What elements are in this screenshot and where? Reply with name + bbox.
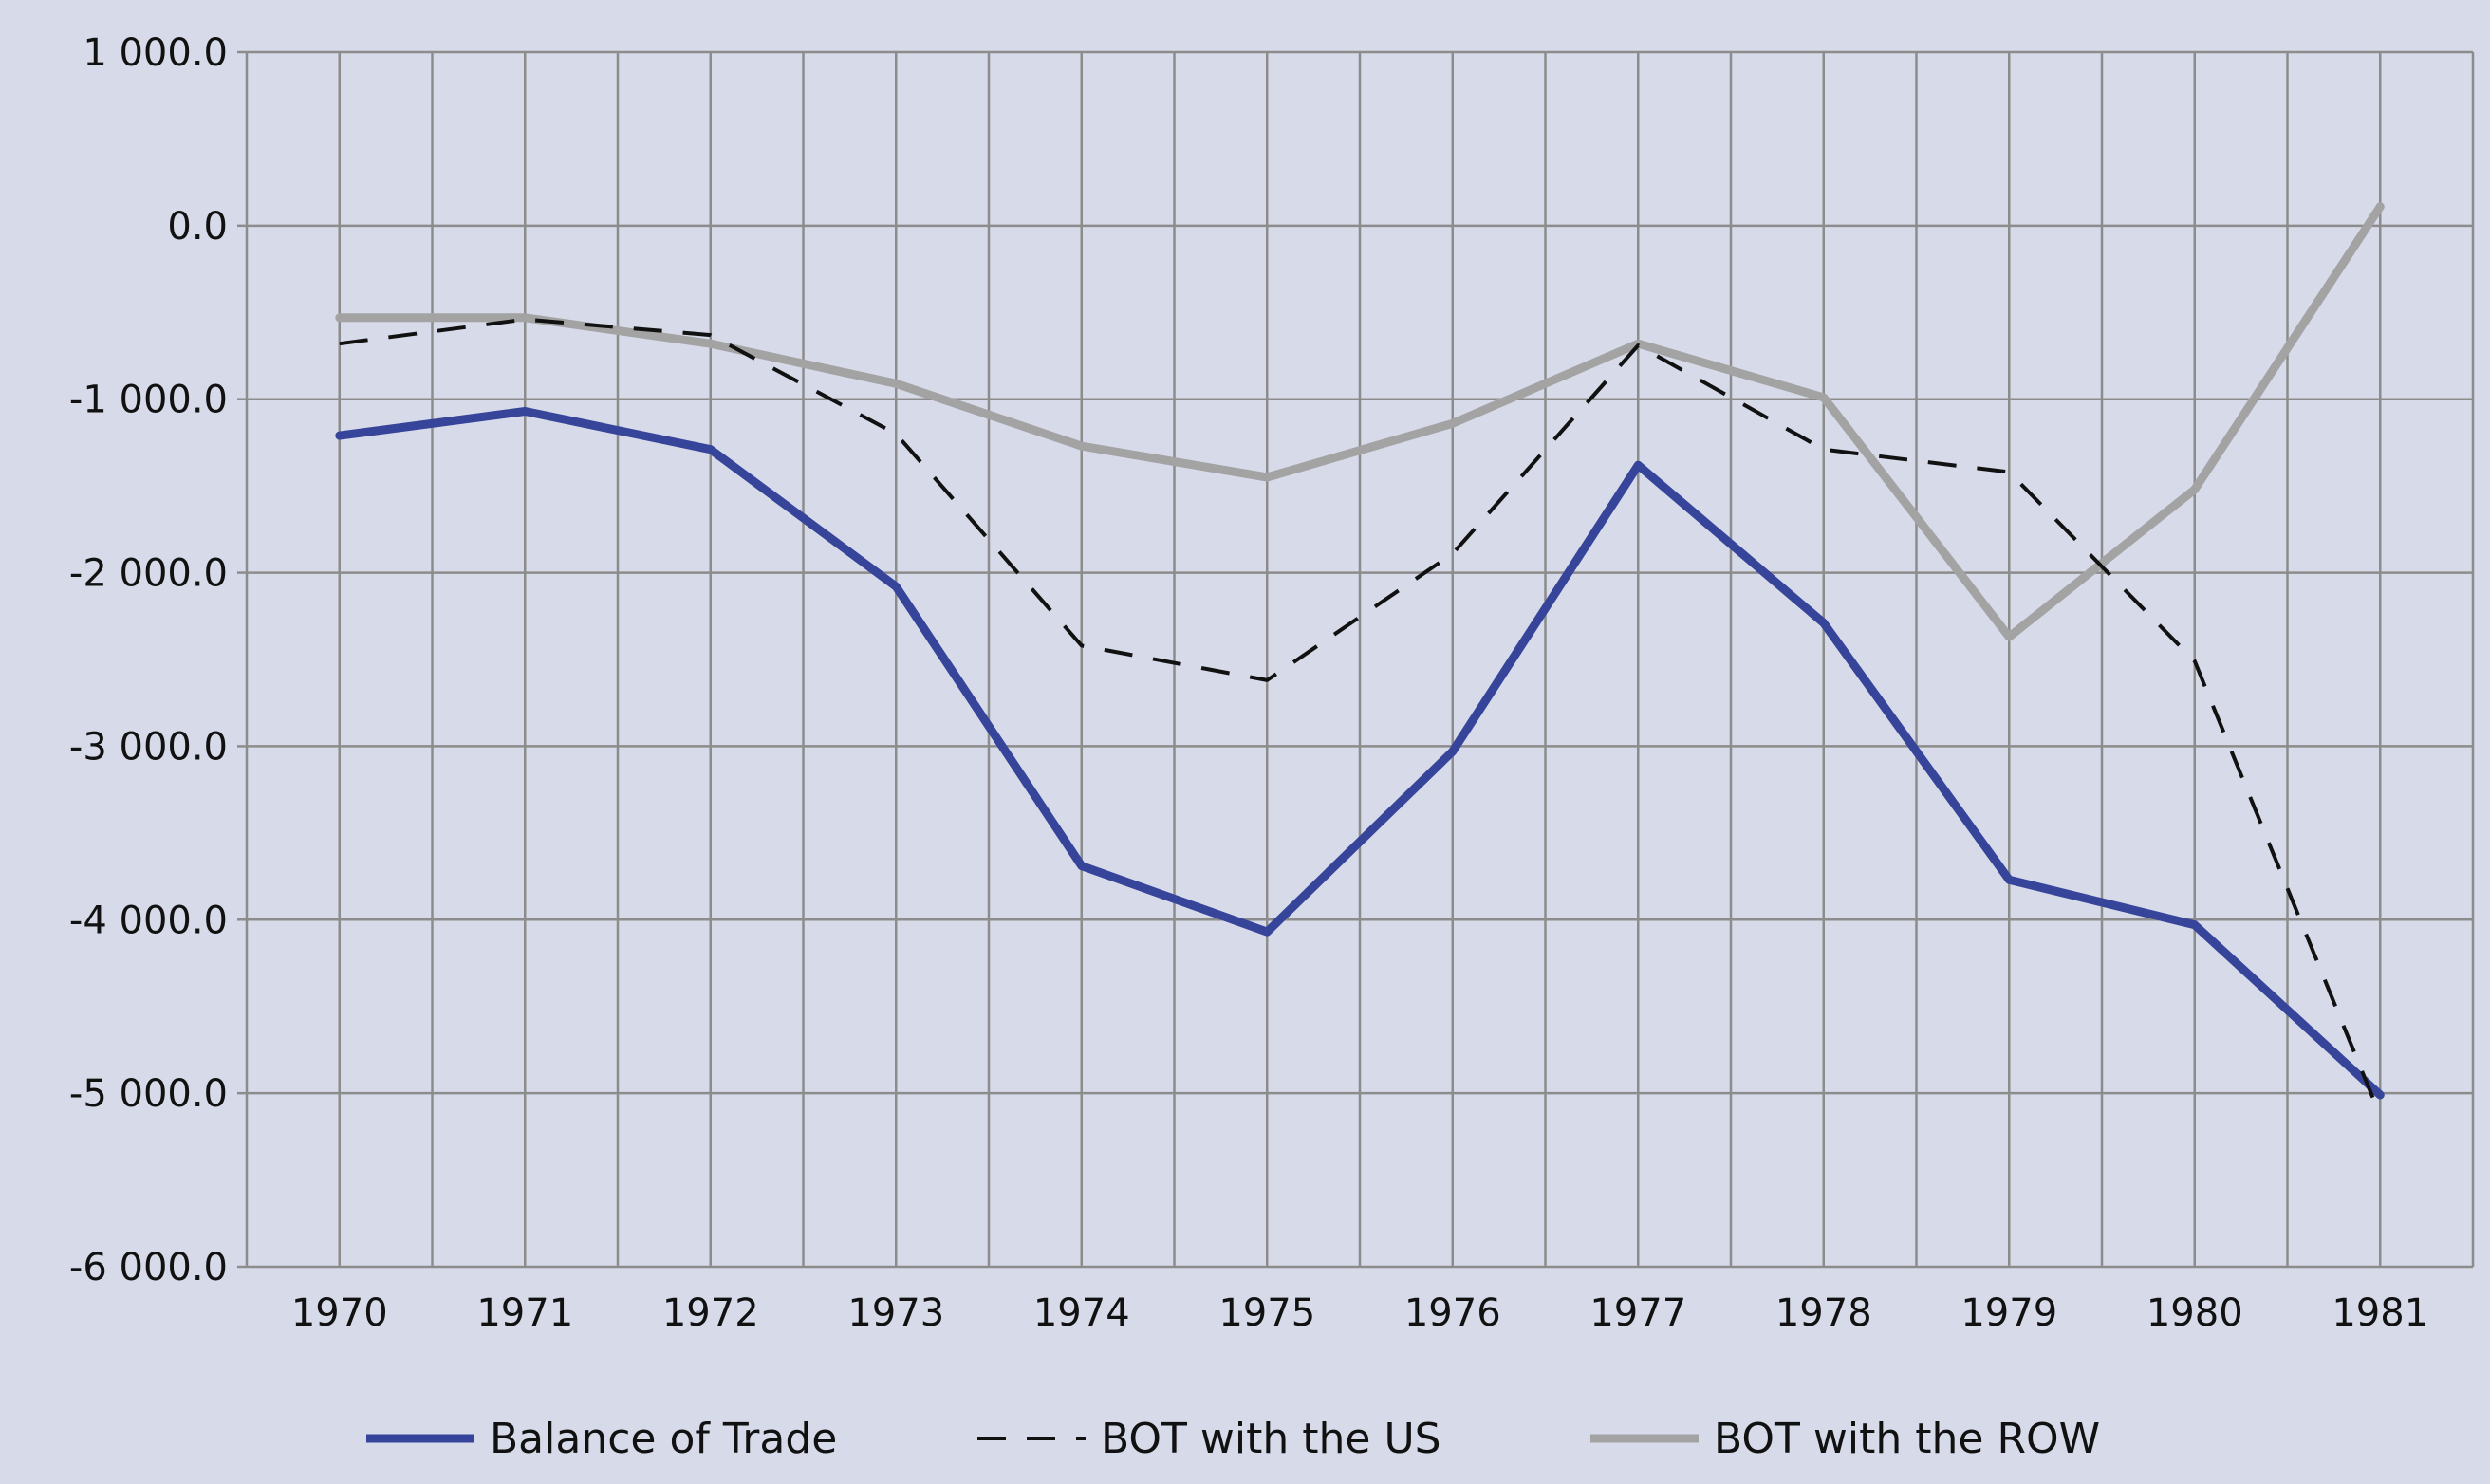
y-tick-label: -6 000.0 xyxy=(69,1246,228,1289)
y-tick-label: -4 000.0 xyxy=(69,899,228,942)
legend-label: BOT with the US xyxy=(1101,1415,1441,1463)
series-line-1 xyxy=(335,407,2385,1100)
legend-label: BOT with the ROW xyxy=(1714,1415,2100,1463)
x-tick-label: 1980 xyxy=(2146,1291,2243,1335)
x-tick-label: 1981 xyxy=(2332,1291,2428,1335)
x-tick-label: 1977 xyxy=(1589,1291,1686,1335)
legend-label: Balance of Trade xyxy=(490,1415,837,1463)
series-line-3 xyxy=(335,202,2385,641)
x-tick-label: 1971 xyxy=(476,1291,573,1335)
y-tick-label: 0.0 xyxy=(167,205,228,249)
legend: Balance of Trade BOT with the US BOT with … xyxy=(366,1415,2100,1463)
y-tick-label: -2 000.0 xyxy=(69,552,228,596)
x-tick-label: 1978 xyxy=(1775,1291,1872,1335)
series-line-2 xyxy=(339,317,2383,1117)
x-tick-label: 1974 xyxy=(1033,1291,1130,1335)
y-tick-label: -1 000.0 xyxy=(69,379,228,422)
x-tick-label: 1975 xyxy=(1218,1291,1315,1335)
x-tick-label: 1970 xyxy=(291,1291,388,1335)
axes: 1 000.0 0.0 -1 000.0 -2 000.0 -3 000.0 -4 000… xyxy=(69,31,2428,1335)
y-tick-label: -3 000.0 xyxy=(69,725,228,769)
x-tick-label: 1973 xyxy=(847,1291,944,1335)
y-tick-label: -5 000.0 xyxy=(69,1072,228,1116)
x-tick-label: 1979 xyxy=(1960,1291,2057,1335)
y-tick-label: 1 000.0 xyxy=(83,31,228,75)
grid xyxy=(247,50,2475,1269)
x-tick-label: 1976 xyxy=(1404,1291,1501,1335)
series xyxy=(335,202,2385,1117)
x-tick-label: 1972 xyxy=(662,1291,759,1335)
